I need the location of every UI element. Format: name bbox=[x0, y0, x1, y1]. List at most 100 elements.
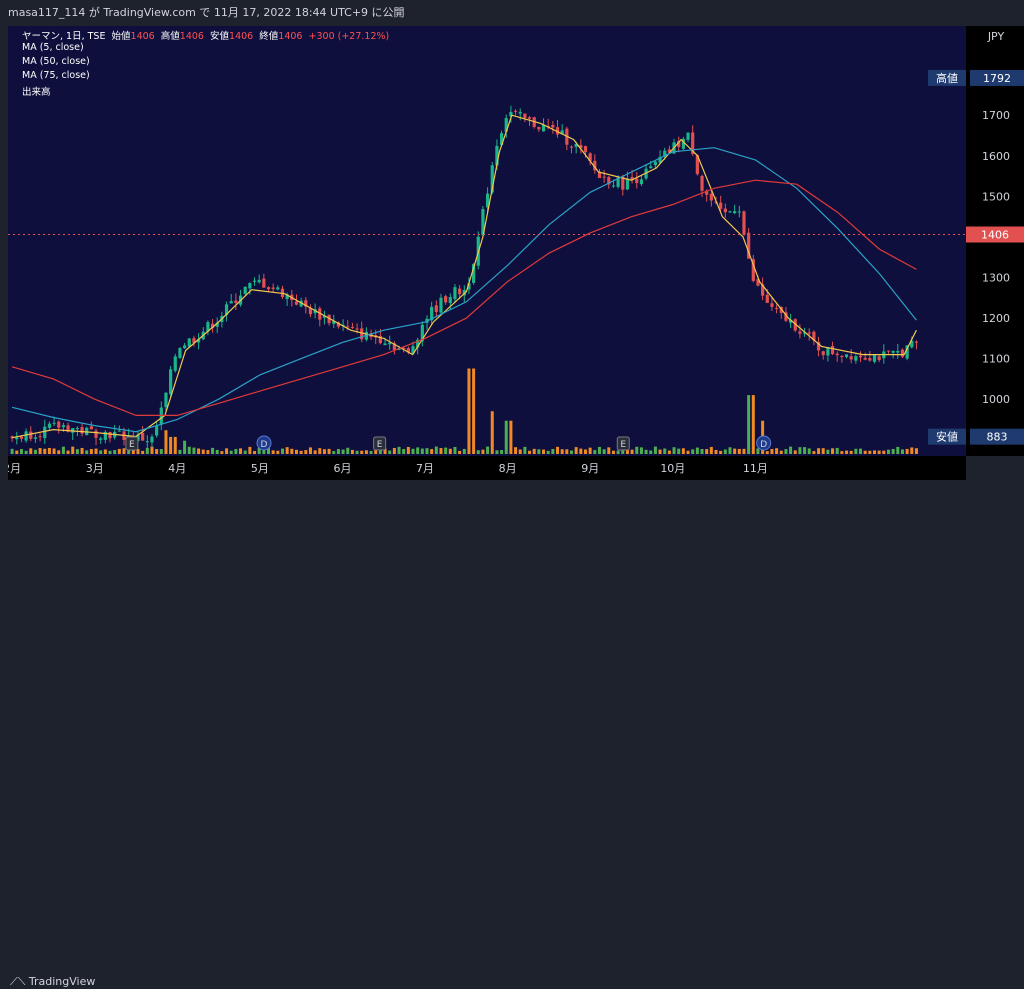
volume-bar bbox=[89, 449, 93, 454]
legend-close-value: 1406 bbox=[278, 31, 303, 42]
legend-ma75[interactable]: MA (75, close) bbox=[22, 70, 90, 81]
volume-bar bbox=[602, 449, 606, 454]
candle-body bbox=[299, 300, 303, 307]
candle-body bbox=[607, 177, 611, 185]
publish-title: masa117_114 が TradingView.com で 11月 17, … bbox=[8, 6, 405, 19]
volume-bar bbox=[24, 450, 28, 454]
volume-bar bbox=[420, 448, 424, 454]
volume-bar bbox=[514, 447, 518, 454]
volume-bar bbox=[355, 450, 359, 454]
candle-body bbox=[826, 347, 830, 356]
candle-body bbox=[677, 140, 681, 148]
volume-bar bbox=[285, 447, 289, 454]
legend-low-label: 安値 bbox=[210, 31, 230, 42]
candle-body bbox=[635, 178, 639, 184]
volume-bar bbox=[234, 448, 238, 454]
candle-body bbox=[844, 354, 849, 357]
plot-area[interactable]: E D E E D 高値 安値 ヤーマン, 1日, TSE 始値1406 高値1406 安値… bbox=[8, 26, 966, 456]
volume-bar bbox=[267, 444, 271, 454]
candle-body bbox=[751, 259, 755, 281]
volume-bar bbox=[33, 449, 37, 454]
volume-bar bbox=[280, 448, 284, 454]
tradingview-logo[interactable]: ⟋⟍ TradingView bbox=[10, 975, 95, 989]
volume-bar bbox=[276, 450, 280, 454]
candle-body bbox=[252, 280, 257, 282]
volume-bar bbox=[803, 447, 807, 454]
volume-bar bbox=[630, 449, 634, 454]
candle-body bbox=[248, 283, 252, 289]
candle-body bbox=[719, 202, 723, 209]
time-axis[interactable]: 2月 3月 4月 5月 6月 7月 8月 9月 10月 11月 bbox=[3, 456, 966, 480]
candle-body bbox=[243, 286, 247, 294]
event-badge-label: E bbox=[377, 440, 383, 450]
candle-body bbox=[775, 307, 779, 309]
candle-body bbox=[900, 349, 905, 357]
volume-bar bbox=[75, 449, 79, 454]
volume-bar bbox=[625, 449, 629, 454]
volume-bar bbox=[845, 450, 849, 454]
volume-bar bbox=[430, 449, 434, 454]
ma-line bbox=[11, 179, 917, 416]
candle-body bbox=[94, 430, 98, 438]
candle-body bbox=[639, 179, 644, 185]
volume-bar bbox=[29, 448, 33, 454]
volume-bar bbox=[197, 448, 201, 454]
candle-body bbox=[807, 332, 811, 334]
volume-bar bbox=[784, 449, 788, 454]
chart-frame: masa117_114 が TradingView.com で 11月 17, … bbox=[3, 6, 1024, 988]
volume-bar bbox=[700, 449, 704, 454]
legend-ma5[interactable]: MA (5, close) bbox=[22, 42, 84, 53]
candle-body bbox=[24, 431, 28, 441]
volume-bar bbox=[658, 449, 662, 454]
volume-bar bbox=[113, 450, 117, 454]
candle-body bbox=[747, 232, 751, 259]
volume-bar bbox=[490, 411, 494, 454]
candle-body bbox=[360, 328, 364, 340]
volume-bar bbox=[369, 451, 373, 454]
candle-body bbox=[830, 346, 835, 355]
volume-bar bbox=[66, 450, 70, 454]
volume-bar bbox=[448, 448, 452, 454]
volume-bar bbox=[653, 446, 657, 454]
volume-bar bbox=[52, 448, 56, 454]
volume-bar bbox=[695, 447, 699, 454]
candle-body bbox=[788, 319, 793, 323]
candle-body bbox=[513, 110, 518, 112]
x-tick-label: 5月 bbox=[251, 462, 269, 475]
candle-body bbox=[518, 111, 522, 114]
candle-body bbox=[271, 287, 275, 289]
legend-volume[interactable]: 出来高 bbox=[22, 87, 51, 98]
candle-body bbox=[569, 146, 574, 148]
volume-bar bbox=[663, 448, 667, 454]
legend-ma50[interactable]: MA (50, close) bbox=[22, 56, 90, 67]
candle-body bbox=[276, 287, 280, 290]
candle-body bbox=[173, 356, 177, 371]
volume-bar bbox=[383, 448, 387, 454]
volume-bar bbox=[742, 448, 746, 454]
candle-body bbox=[816, 341, 821, 351]
candle-body bbox=[346, 326, 350, 328]
volume-bar bbox=[583, 449, 587, 454]
volume-bar bbox=[215, 449, 219, 454]
candle-body bbox=[38, 436, 42, 438]
candle-body bbox=[80, 427, 84, 434]
candle-body bbox=[262, 278, 266, 288]
candle-body bbox=[728, 211, 732, 213]
candle-body bbox=[886, 350, 891, 352]
footer-brand: TradingView bbox=[28, 975, 96, 988]
candle-body bbox=[178, 348, 182, 358]
candle-body bbox=[835, 353, 839, 356]
volume-bar bbox=[588, 447, 592, 454]
price-axis[interactable]: JPY9001000110012001300140015001600170018… bbox=[966, 26, 1024, 456]
candle-body bbox=[29, 431, 33, 439]
candle-body bbox=[812, 331, 816, 341]
low-value-tag: 883 bbox=[987, 431, 1008, 444]
volume-bar bbox=[672, 447, 676, 454]
candle-body bbox=[99, 438, 103, 440]
x-tick-label: 2月 bbox=[8, 462, 21, 475]
candle-body bbox=[462, 289, 466, 296]
volume-bar bbox=[733, 448, 737, 454]
candle-body bbox=[891, 350, 895, 353]
candle-body bbox=[770, 303, 774, 307]
